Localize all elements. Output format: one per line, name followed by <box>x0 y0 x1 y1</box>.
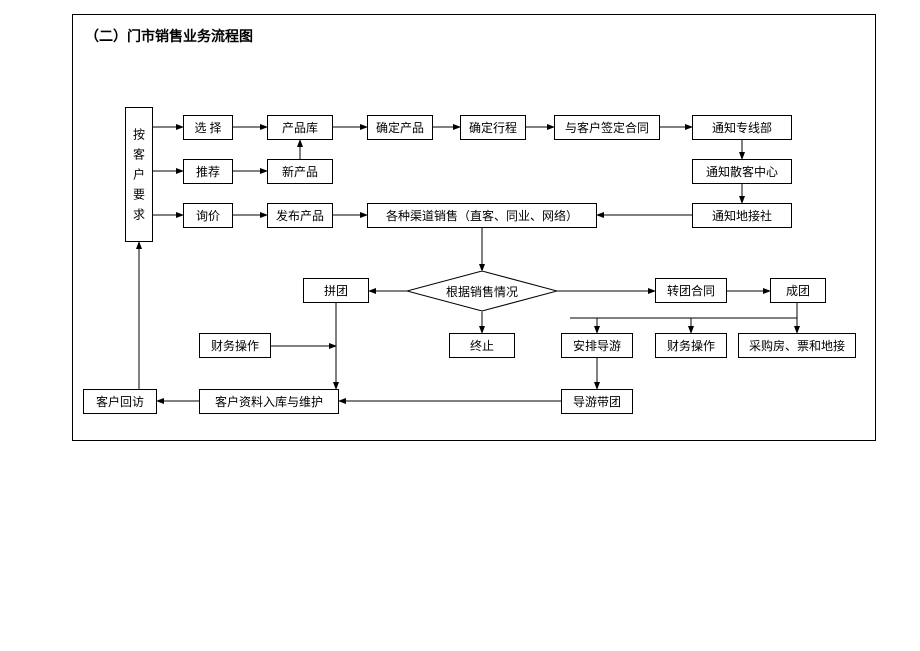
node-revisit: 客户回访 <box>83 389 157 414</box>
node-notify-fit: 通知散客中心 <box>692 159 792 184</box>
flowchart-page: （二）门市销售业务流程图 按客户要求 选 择 推荐 询价 产品库 新产品 发布产… <box>0 0 920 651</box>
node-inquiry: 询价 <box>183 203 233 228</box>
node-procure: 采购房、票和地接 <box>738 333 856 358</box>
node-sign-contract: 与客户签定合同 <box>554 115 660 140</box>
node-notify-special: 通知专线部 <box>692 115 792 140</box>
decision-label: 根据销售情况 <box>407 271 557 311</box>
node-prodlib: 产品库 <box>267 115 333 140</box>
diagram-title: （二）门市销售业务流程图 <box>85 26 253 46</box>
node-finance1: 财务操作 <box>199 333 271 358</box>
node-terminate: 终止 <box>449 333 515 358</box>
node-pintuan: 拼团 <box>303 278 369 303</box>
node-confirm-trip: 确定行程 <box>460 115 526 140</box>
node-transfer: 转团合同 <box>655 278 727 303</box>
decision-sales: 根据销售情况 <box>407 271 557 311</box>
node-confirm-product: 确定产品 <box>367 115 433 140</box>
node-arrange-guide: 安排导游 <box>561 333 633 358</box>
node-newprod: 新产品 <box>267 159 333 184</box>
node-root: 按客户要求 <box>125 107 153 242</box>
node-select: 选 择 <box>183 115 233 140</box>
node-customer-data: 客户资料入库与维护 <box>199 389 339 414</box>
node-notify-local: 通知地接社 <box>692 203 792 228</box>
node-finance2: 财务操作 <box>655 333 727 358</box>
node-guide-lead: 导游带团 <box>561 389 633 414</box>
node-recommend: 推荐 <box>183 159 233 184</box>
node-publish: 发布产品 <box>267 203 333 228</box>
node-tour: 成团 <box>770 278 826 303</box>
node-channels: 各种渠道销售（直客、同业、网络） <box>367 203 597 228</box>
